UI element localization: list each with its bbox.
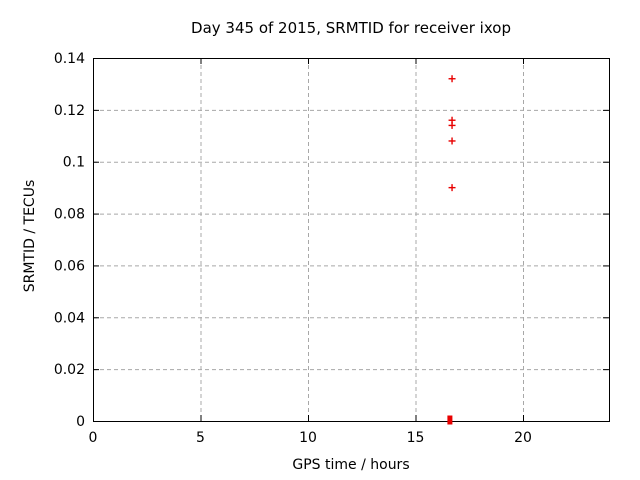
y-tick-label: 0.06 xyxy=(54,258,85,274)
x-tick-label: 0 xyxy=(89,430,98,446)
x-tick-label: 15 xyxy=(407,430,425,446)
x-axis-label: GPS time / hours xyxy=(292,457,410,473)
chart-title: Day 345 of 2015, SRMTID for receiver ixo… xyxy=(191,19,511,37)
y-tick-label: 0.1 xyxy=(63,155,85,171)
y-tick-label: 0.12 xyxy=(54,103,85,119)
y-tick-label: 0.08 xyxy=(54,207,85,223)
y-tick-label: 0 xyxy=(76,414,85,430)
y-tick-label: 0.14 xyxy=(54,51,85,67)
x-tick-label: 5 xyxy=(196,430,205,446)
y-tick-label: 0.04 xyxy=(54,310,85,326)
x-tick-label: 10 xyxy=(299,430,317,446)
plot-border xyxy=(93,58,610,422)
y-tick-label: 0.02 xyxy=(54,362,85,378)
x-tick-label: 20 xyxy=(514,430,532,446)
data-point-zero-cluster xyxy=(447,415,453,425)
